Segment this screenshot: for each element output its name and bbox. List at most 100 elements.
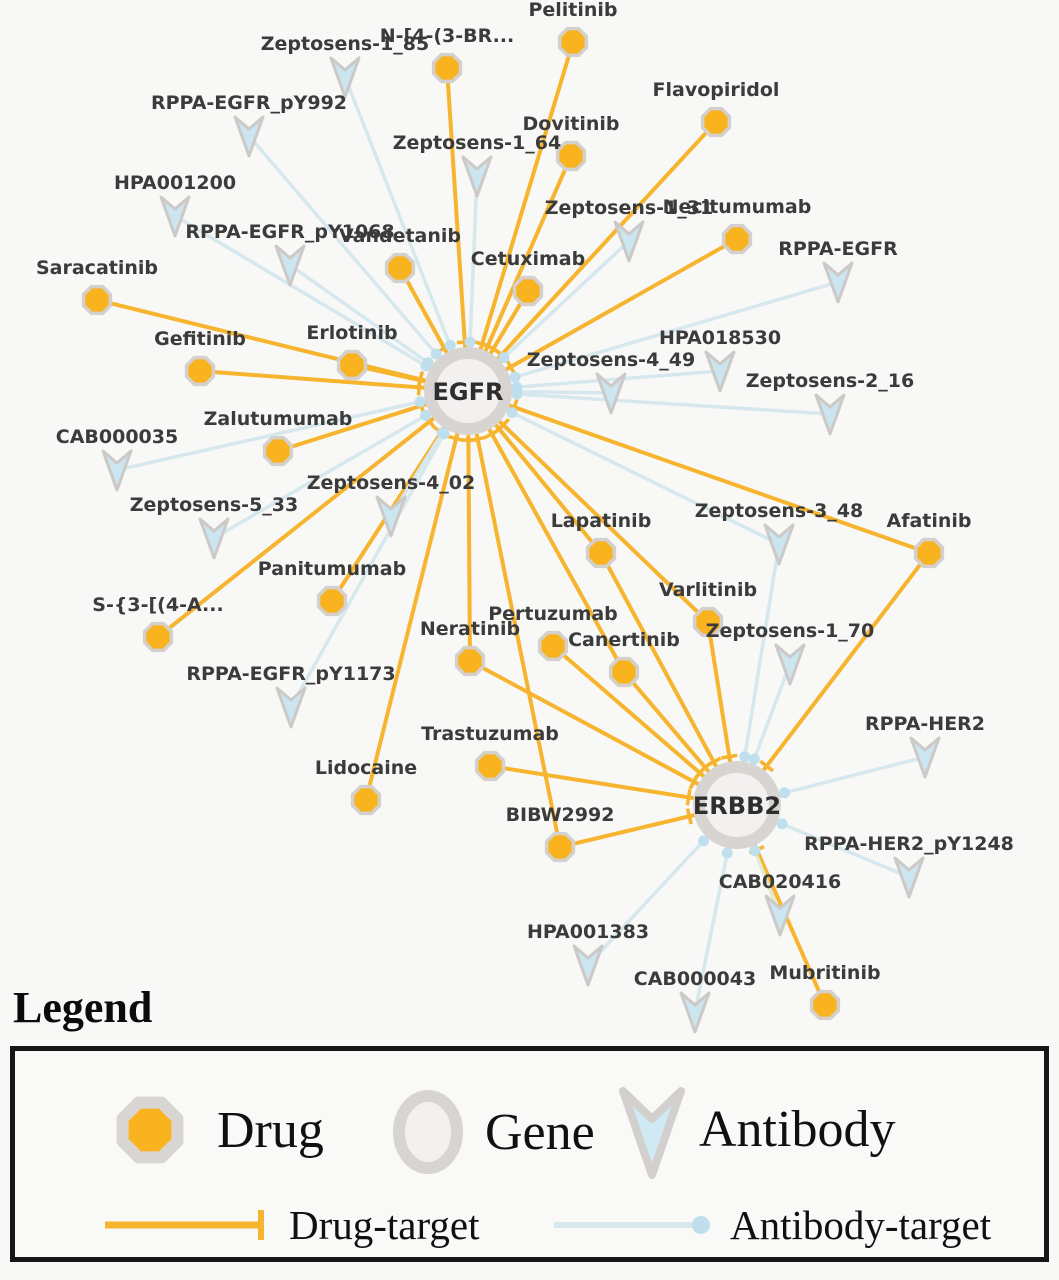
edge-drug-target (466, 390, 626, 673)
drug-label: Canertinib (568, 629, 680, 651)
edge-drug-target (445, 67, 470, 392)
edge-antibody-target (343, 76, 470, 392)
antibody-target-dot (422, 357, 434, 369)
legend-item-gene: Gene (387, 1085, 595, 1179)
drug-target-line-icon (105, 1210, 264, 1240)
drug-label: Trastuzumab (421, 723, 559, 745)
edge-drug-target (466, 390, 562, 848)
node-drug-N-[4-(3-BR... (431, 52, 463, 84)
antibody-label: RPPA-EGFR (778, 238, 898, 260)
node-drug-Pelitinib (557, 26, 589, 58)
node-gene-EGFR (424, 347, 512, 435)
legend-title: Legend (13, 983, 153, 1032)
drug-label: Lidocaine (315, 757, 417, 779)
antibody-label: Zeptosens-1_64 (393, 132, 561, 154)
antibody-target-dot (420, 410, 432, 422)
node-antibody-CAB000035 (101, 449, 133, 492)
antibody-label: RPPA-EGFR_pY1068 (185, 221, 394, 243)
node-drug-Pertuzumab (537, 630, 569, 662)
drug-label: Flavopiridol (653, 79, 780, 101)
edge-antibody-target (467, 389, 780, 546)
antibody-label: RPPA-HER2_pY1248 (804, 833, 1014, 855)
edge-drug-target (156, 389, 470, 639)
antibody-label: Zeptosens-3_48 (695, 500, 863, 522)
node-antibody-Zeptosens-4_49 (595, 372, 627, 415)
drug-target-tee (483, 428, 500, 440)
drug-target-tee (469, 435, 486, 443)
drug-label: Pelitinib (528, 0, 617, 21)
edge-drug-target (364, 390, 470, 801)
node-antibody-Zeptosens-5_33 (198, 517, 230, 560)
antibody-target-dot (776, 818, 788, 830)
antibody-label: HPA018530 (659, 327, 781, 349)
node-antibody-Zeptosens-1_70 (774, 643, 806, 686)
node-drug-Vandetanib (384, 252, 416, 284)
antibody-target-dot (430, 348, 442, 360)
drug-label: Erlotinib (306, 322, 397, 344)
node-antibody-Zeptosens-1_64 (461, 155, 493, 198)
node-antibody-RPPA-HER2 (909, 736, 941, 779)
node-antibody-Zeptosens-4_02 (375, 495, 407, 538)
antibody-target-dot (444, 339, 456, 351)
drug-label: S-{3-[(4-A... (92, 594, 223, 616)
legend-antibody-target-label: Antibody-target (730, 1202, 992, 1248)
edge-antibody-target (174, 214, 469, 393)
antibody-label: Zeptosens-1_70 (706, 620, 874, 642)
gene-icon (393, 1090, 463, 1174)
node-drug-Lapatinib (585, 537, 617, 569)
edge-antibody-target (467, 389, 831, 416)
node-antibody-Zeptosens-1_85 (329, 56, 361, 99)
legend-gene-label: Gene (485, 1103, 595, 1161)
antibody-label: Zeptosens-5_33 (130, 494, 298, 516)
node-drug-Necitumumab (721, 223, 753, 255)
legend-drug-label: Drug (217, 1101, 324, 1159)
node-antibody-HPA001383 (572, 944, 604, 987)
node-antibody-HPA018530 (704, 350, 736, 393)
antibody-target-dot (778, 787, 790, 799)
node-drug-S-{3-[(4-A... (142, 621, 174, 653)
drug-target-tee (685, 789, 692, 806)
node-drug-Trastuzumab (474, 750, 506, 782)
edge-antibody-target (467, 280, 839, 393)
drug-label: BIBW2992 (506, 804, 615, 826)
drug-target-tee (505, 359, 517, 375)
drug-label: Zalutumumab (204, 408, 353, 430)
antibody-label: Zeptosens-1_31 (545, 197, 713, 219)
gene-label: EGFR (433, 378, 504, 406)
antibody-label: CAB000035 (56, 426, 178, 448)
antibody-target-dot (464, 336, 476, 348)
node-drug-Gefitinib (184, 355, 216, 387)
antibody-target-dot (749, 845, 761, 857)
node-antibody-CAB020416 (764, 894, 796, 937)
drug-label: Dovitinib (523, 113, 620, 135)
node-drug-Cetuximab (512, 275, 544, 307)
node-antibody-RPPA-EGFR (822, 261, 854, 304)
drug-target-tee (693, 765, 707, 781)
drug-label: Mubritinib (769, 962, 880, 984)
node-drug-Zalutumumab (262, 435, 294, 467)
antibody-target-dot (739, 751, 751, 763)
antibody-target-dot (509, 371, 521, 383)
antibody-label: RPPA-EGFR_pY1173 (186, 663, 395, 685)
antibody-target-dot (698, 835, 710, 847)
node-gene-ERBB2 (693, 761, 781, 849)
edge-markers-layer (414, 336, 790, 859)
node-antibody-Zeptosens-2_16 (814, 393, 846, 436)
drug-label: Vandetanib (339, 225, 461, 247)
drug-target-tee (485, 343, 501, 355)
antibody-target-dot (498, 352, 510, 364)
antibody-target-dot (748, 753, 760, 765)
node-drug-Lidocaine (350, 784, 382, 816)
legend-item-drug: Drug (103, 1083, 324, 1177)
drug-label: Lapatinib (551, 510, 652, 532)
antibody-target-dot (511, 388, 523, 400)
drug-label: Cetuximab (471, 248, 585, 270)
edge-drug-target (735, 551, 931, 807)
antibody-label: CAB000043 (634, 968, 756, 990)
drug-target-tee (496, 418, 511, 432)
drug-label: Varlitinib (659, 579, 757, 601)
node-antibody-RPPA-EGFR_pY1068 (274, 244, 306, 287)
drug-target-tee (685, 808, 693, 825)
